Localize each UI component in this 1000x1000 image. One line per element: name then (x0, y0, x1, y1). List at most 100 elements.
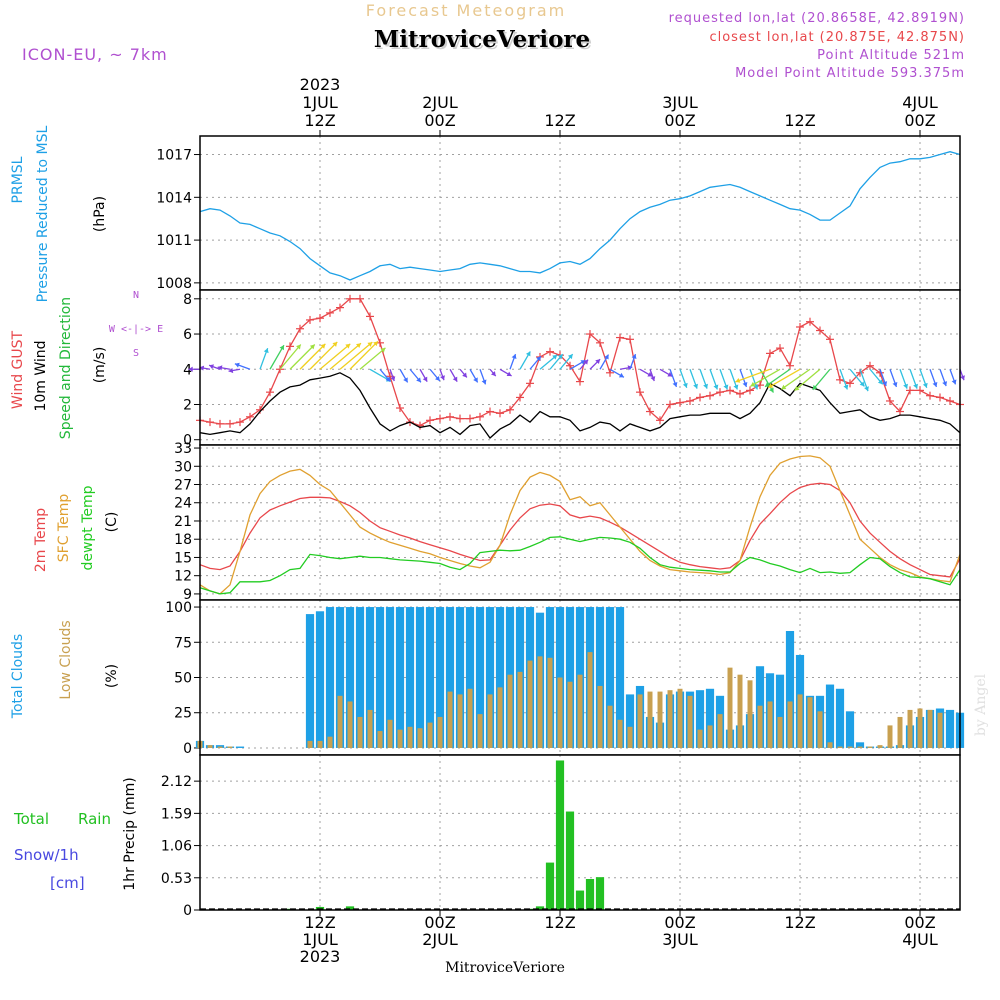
low-cloud-bar (547, 657, 553, 748)
bottom-time-label: 3JUL (662, 930, 698, 949)
low-cloud-bar (597, 685, 603, 748)
bottom-time-label: 2023 (300, 947, 341, 966)
watermark: by Angel (973, 673, 989, 736)
low-cloud-bar (537, 656, 543, 748)
low-cloud-bar (807, 697, 813, 748)
wind-arrow (812, 368, 831, 391)
bottom-time-label: 12Z (784, 913, 815, 932)
y-tick-label: 75 (174, 635, 192, 651)
total-cloud-bar (605, 607, 615, 748)
wind-arrow-head (403, 377, 408, 383)
wind-arrow-head (753, 384, 759, 390)
cloud-unit: (%) (104, 664, 120, 688)
low-cloud-bar (437, 716, 443, 748)
precip-bar (585, 879, 595, 910)
low-cloud-bar (357, 716, 363, 748)
bottom-time-label: 00Z (904, 913, 935, 932)
y-tick-label: 0 (183, 741, 192, 757)
precip-rain-label: Rain (78, 810, 111, 828)
low-cloud-bar (337, 695, 343, 748)
top-time-label: 12Z (544, 111, 575, 130)
wind-arrow-head (713, 384, 719, 390)
wind-arrow (319, 343, 351, 370)
panel-background (200, 290, 960, 445)
total-cloud-bar (405, 607, 415, 748)
low-cloud-bar (227, 746, 233, 748)
wind-arrow (759, 368, 775, 393)
wind-arrow (794, 368, 821, 392)
precip-panel: 0 0.53 1.06 1.59 2.12 (161, 754, 961, 919)
total-cloud-bar (435, 607, 445, 748)
wind-arrow-head (723, 384, 729, 390)
low-cloud-bar (507, 674, 513, 748)
total-cloud-bar (355, 607, 365, 748)
wind-arrow-head (735, 377, 741, 383)
wind-arrow-head (536, 356, 541, 362)
wind-arrow-head (843, 384, 849, 390)
wind-arrow (780, 368, 811, 390)
bottom-time-label: 1JUL (302, 930, 338, 949)
total-cloud-bar (325, 607, 335, 748)
y-tick-label: 21 (174, 514, 192, 530)
total-cloud-bar (855, 742, 865, 748)
pressure-label-1: PRMSL (10, 156, 26, 203)
low-cloud-bar (817, 711, 823, 748)
total-cloud-bar (305, 614, 315, 748)
total-cloud-bar (835, 688, 845, 748)
wind-arrow-head (942, 381, 948, 387)
low-cloud-bar (857, 746, 863, 748)
wind-arrow-head (812, 384, 818, 390)
pressure-panel: 1008 1011 1014 1017 (156, 135, 961, 292)
low-cloud-bar (217, 746, 223, 748)
wind-arrow-head (781, 384, 787, 390)
wind-arrow-head (345, 343, 351, 349)
total-cloud-bar (235, 746, 245, 748)
y-tick-label: 9 (183, 587, 192, 603)
low-cloud-bar (917, 708, 923, 748)
wind-label-3: Speed and Direction (58, 297, 74, 439)
wind-arrow-head (462, 372, 467, 378)
wind-arrow-head (768, 383, 774, 388)
cloud-label-1: Total Clouds (10, 634, 26, 719)
model-label: ICON-EU, ~ 7km (22, 45, 168, 64)
wind-arrow-head (380, 347, 386, 353)
total-cloud-bar (825, 684, 835, 748)
total-cloud-bar (455, 607, 465, 748)
low-cloud-bar (727, 667, 733, 748)
low-cloud-bar (207, 745, 213, 748)
compass-we: W <-|-> E (109, 324, 163, 335)
top-time-label: 12Z (304, 111, 335, 130)
low-cloud-bar (877, 745, 883, 748)
wind-arrow-head (557, 354, 563, 360)
low-cloud-bar (937, 712, 943, 748)
y-tick-label: 1008 (156, 276, 192, 292)
bottom-time-label: 00Z (424, 913, 455, 932)
sfc-temp-line (199, 455, 961, 595)
bottom-time-label: 12Z (304, 913, 335, 932)
low-cloud-bar (367, 709, 373, 748)
low-cloud-bar (617, 719, 623, 748)
top-time-label: 1JUL (302, 93, 338, 112)
y-tick-label: 15 (174, 550, 192, 566)
y-tick-label: 2.12 (161, 774, 192, 790)
top-time-label: 3JUL (662, 93, 698, 112)
y-tick-label: 50 (174, 671, 192, 687)
wind-label-2: 10m Wind (33, 340, 49, 411)
top-time-label: 2023 (300, 75, 341, 94)
wind-arrow-head (951, 379, 957, 385)
low-cloud-bar (867, 746, 873, 748)
requested-coords: requested lon,lat (20.8658E, 42.8919N) (669, 11, 965, 26)
precip-bar (595, 877, 605, 910)
wind-arrow (735, 368, 771, 383)
y-tick-label: 0 (183, 433, 192, 449)
wind-arrow-head (552, 354, 558, 360)
total-cloud-bar (445, 607, 455, 748)
wind-arrow-head (263, 348, 269, 354)
wind-arrow-head (703, 383, 709, 389)
y-tick-label: 18 (174, 532, 192, 548)
wind-arrow-head (199, 365, 205, 371)
low-cloud-bar (397, 729, 403, 748)
wind-arrow-head (742, 382, 748, 387)
low-cloud-bar (827, 742, 833, 748)
